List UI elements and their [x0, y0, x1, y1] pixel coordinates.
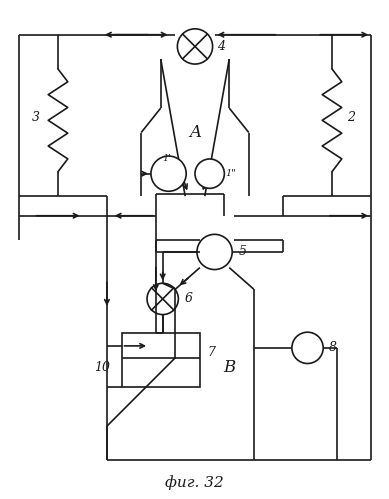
Text: 2: 2 [347, 111, 355, 124]
Text: 8: 8 [329, 341, 337, 354]
Text: фиг. 32: фиг. 32 [165, 476, 223, 491]
Text: 5: 5 [239, 246, 247, 258]
Text: 1": 1" [225, 169, 236, 178]
Text: A: A [189, 124, 201, 141]
Circle shape [151, 156, 186, 191]
Text: 4: 4 [217, 40, 226, 53]
Text: 7: 7 [208, 346, 216, 359]
Circle shape [195, 159, 224, 188]
Text: 10: 10 [94, 361, 110, 374]
Text: B: B [223, 359, 235, 376]
Text: 1': 1' [163, 154, 172, 163]
Text: 6: 6 [184, 292, 192, 305]
Text: 3: 3 [32, 111, 40, 124]
Bar [122, 333, 200, 387]
